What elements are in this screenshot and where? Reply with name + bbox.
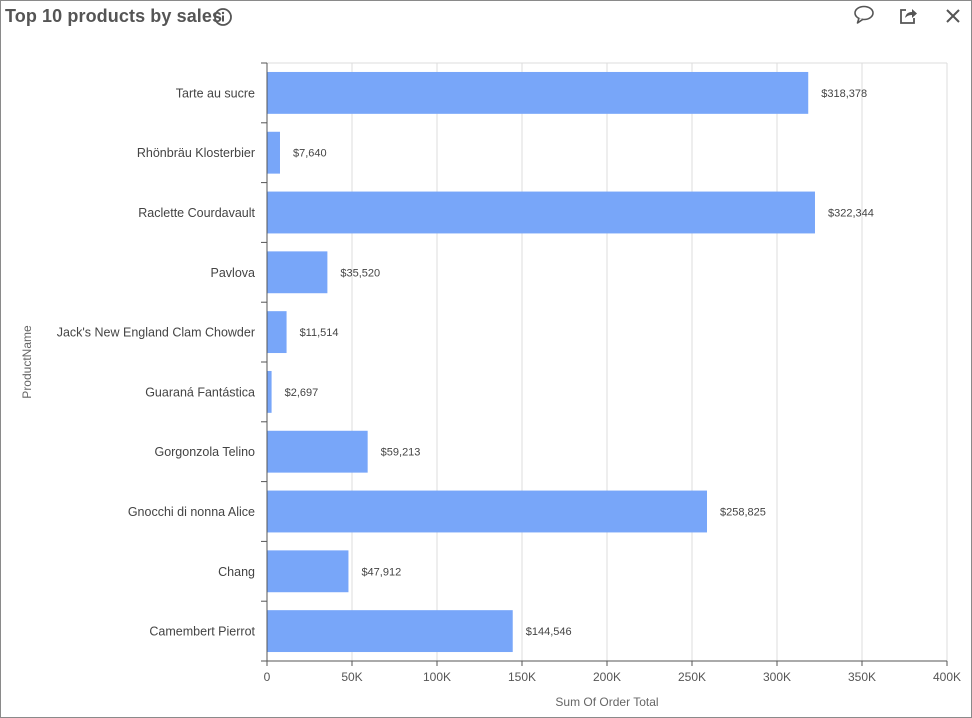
x-tick-label: 250K — [678, 670, 706, 684]
axes: 0 50K 100K 150K 200K 250K 300K 350K 400K Tarte au… — [57, 62, 961, 684]
bar — [267, 71, 809, 114]
category-label: Pavlova — [211, 266, 256, 280]
x-tick-label: 350K — [848, 670, 876, 684]
data-label: $59,213 — [381, 447, 421, 459]
bar — [267, 370, 272, 413]
category-label: Gnocchi di nonna Alice — [128, 505, 255, 519]
x-tick-label: 200K — [593, 670, 621, 684]
data-label: $322,344 — [828, 208, 874, 220]
x-tick-label: 0 — [264, 670, 271, 684]
bar — [267, 610, 513, 653]
x-tick-label: 150K — [508, 670, 536, 684]
x-tick-label: 100K — [423, 670, 451, 684]
share-icon[interactable] — [898, 6, 918, 31]
category-label: Guaraná Fantástica — [145, 385, 255, 399]
bar — [267, 251, 328, 294]
bar — [267, 311, 287, 354]
data-label: $7,640 — [293, 148, 327, 160]
category-label: Camembert Pierrot — [149, 625, 255, 639]
data-label: $144,546 — [526, 626, 572, 638]
data-label: $2,697 — [285, 387, 319, 399]
data-label: $35,520 — [340, 267, 380, 279]
info-icon[interactable] — [213, 7, 233, 32]
data-label: $258,825 — [720, 507, 766, 519]
x-axis-title: Sum Of Order Total — [555, 695, 658, 709]
x-tick-label: 50K — [341, 670, 362, 684]
bar — [267, 131, 280, 174]
bar — [267, 430, 368, 473]
close-icon[interactable] — [945, 8, 961, 29]
y-axis-title: ProductName — [20, 325, 34, 399]
data-label: $11,514 — [300, 327, 339, 339]
bar — [267, 490, 708, 533]
chart-title: Top 10 products by sales — [5, 6, 223, 26]
data-label: $318,378 — [821, 88, 867, 100]
bars — [267, 71, 815, 653]
grid-lines — [267, 62, 948, 661]
category-label: Tarte au sucre — [176, 86, 255, 100]
category-label: Rhönbräu Klosterbier — [137, 146, 255, 160]
category-label: Jack's New England Clam Chowder — [57, 326, 255, 340]
bar — [267, 191, 815, 234]
category-label: Gorgonzola Telino — [154, 445, 255, 459]
category-label: Raclette Courdavault — [138, 206, 255, 220]
x-tick-label: 300K — [763, 670, 791, 684]
bar — [267, 550, 349, 593]
comment-icon[interactable] — [853, 5, 875, 30]
data-label: $47,912 — [361, 566, 401, 578]
category-label: Chang — [218, 565, 255, 579]
x-tick-label: 400K — [933, 670, 961, 684]
